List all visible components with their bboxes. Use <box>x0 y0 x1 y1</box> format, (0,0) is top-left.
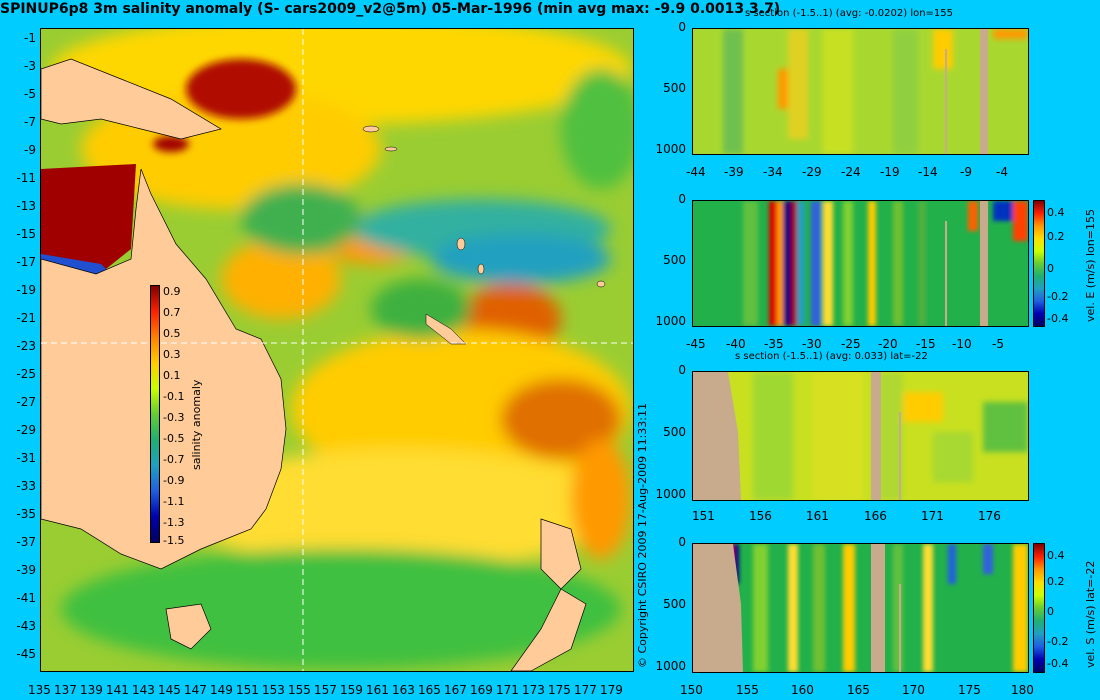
salinity-colorbar-ticks: 0.9 0.7 0.5 0.3 0.1 -0.1 -0.3 -0.5 -0.7 … <box>163 285 185 547</box>
salinity-colorbar <box>150 285 160 543</box>
panel1-xticks: -44 -39 -34 -29 -24 -19 -14 -9 -4 <box>686 165 1008 179</box>
copyright-text: © Copyright CSIRO 2009 17-Aug-2009 11:33… <box>636 402 649 668</box>
velocity-e-colorbar <box>1033 200 1045 327</box>
panel1-title: s section (-1.5..1) (avg: -0.0202) lon=1… <box>745 8 954 19</box>
velocity-s-colorbar <box>1033 543 1045 673</box>
salinity-map <box>40 28 634 672</box>
velocity-e-colorbar-ticks: 0.4 0.2 0 -0.2 -0.4 <box>1047 206 1069 325</box>
panel3-yticks: 0 500 1000 <box>655 363 686 501</box>
panel3-xticks: 151 156 161 166 171 176 <box>692 509 1001 523</box>
panel1-yticks: 0 500 1000 <box>655 20 686 156</box>
panel4-yticks: 0 500 1000 <box>655 535 686 673</box>
new-zealand-land <box>510 518 587 671</box>
panel1-section <box>692 28 1029 155</box>
salinity-colorbar-label: salinity anomaly <box>190 379 203 470</box>
panel3-section <box>692 371 1029 501</box>
map-title: SPINUP6p8 3m salinity anomaly (S- cars20… <box>0 1 781 17</box>
panel2-section <box>692 200 1029 327</box>
velocity-s-colorbar-label: vel. S (m/s) lat=-22 <box>1084 560 1097 668</box>
velocity-s-colorbar-ticks: 0.4 0.2 0 -0.2 -0.4 <box>1047 549 1069 670</box>
panel2-yticks: 0 500 1000 <box>655 192 686 328</box>
map-lon-ticks: 135 137 139 141 143 145 147 149 151 153 … <box>28 683 623 697</box>
panel4-section <box>692 543 1029 673</box>
panel2-xticks: -45 -40 -35 -30 -25 -20 -15 -10 -5 <box>686 337 1004 351</box>
panel4-xticks: 150 155 160 165 170 175 180 <box>680 683 1034 697</box>
panel3-title: s section (-1.5..1) (avg: 0.033) lat=-22 <box>735 351 928 362</box>
map-lat-ticks: -1 -3 -5 -7 -9 -11 -13 -15 -17 -19 -21 -… <box>16 31 36 661</box>
australia-land <box>41 168 287 570</box>
tasmania-land <box>165 603 212 650</box>
new-guinea-land <box>41 58 222 140</box>
velocity-e-colorbar-label: vel. E (m/s) lon=155 <box>1084 209 1097 322</box>
